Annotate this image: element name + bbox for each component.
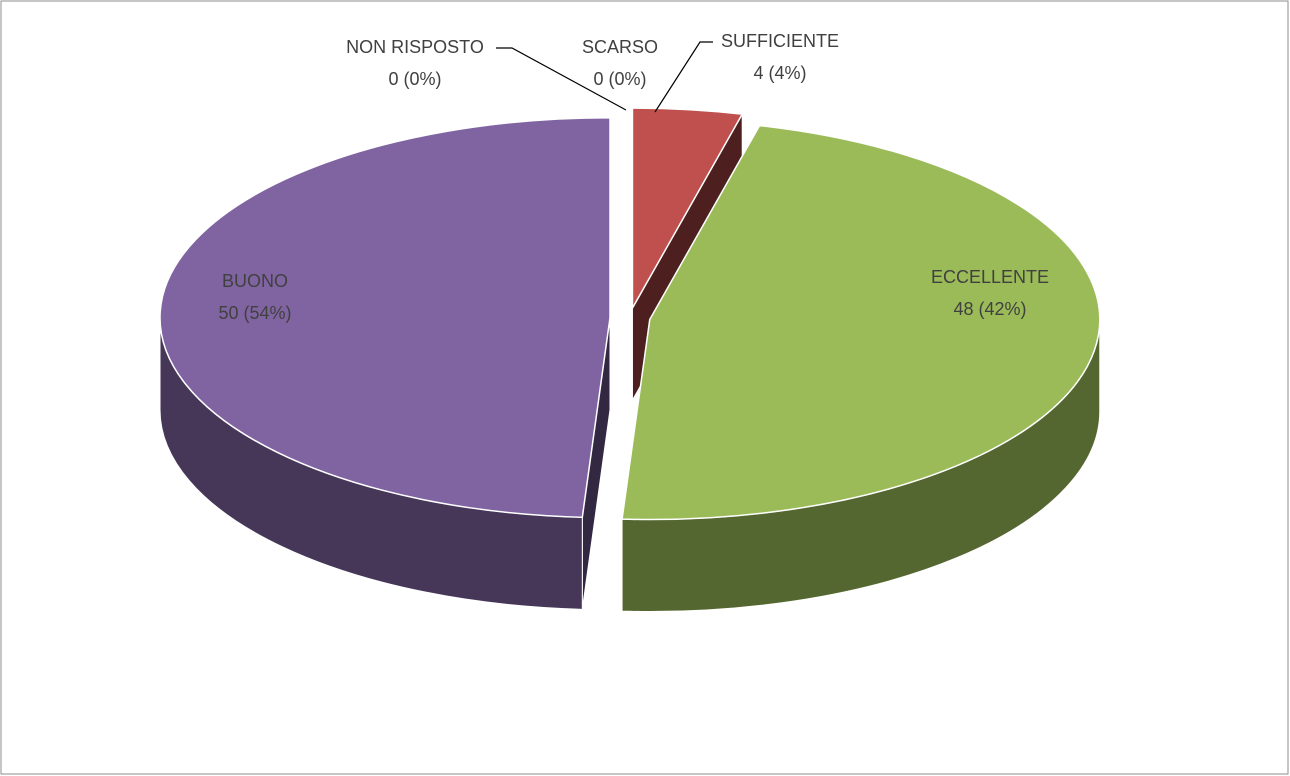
slice-label: SUFFICIENTE: [721, 31, 839, 51]
leader-line: [654, 41, 713, 113]
slice-value-label: 48 (42%): [953, 299, 1026, 319]
slice-value-label: 0 (0%): [388, 69, 441, 89]
slice: [631, 107, 744, 311]
leader-line: [496, 47, 627, 111]
slice-value-label: 0 (0%): [593, 69, 646, 89]
pie-tops: [159, 107, 1101, 521]
slice-value-label: 50 (54%): [218, 303, 291, 323]
slice: [159, 116, 611, 519]
labels: NON RISPOSTO 0 (0%) SCARSO 0 (0%) SUFFICIENT…: [218, 31, 1049, 323]
slice-label: BUONO: [222, 271, 288, 291]
slice-label: NON RISPOSTO: [346, 37, 484, 57]
slice-label: SCARSO: [582, 37, 658, 57]
slice-label: ECCELLENTE: [931, 267, 1049, 287]
slice: [621, 124, 1101, 521]
slice-value-label: 4 (4%): [753, 63, 806, 83]
